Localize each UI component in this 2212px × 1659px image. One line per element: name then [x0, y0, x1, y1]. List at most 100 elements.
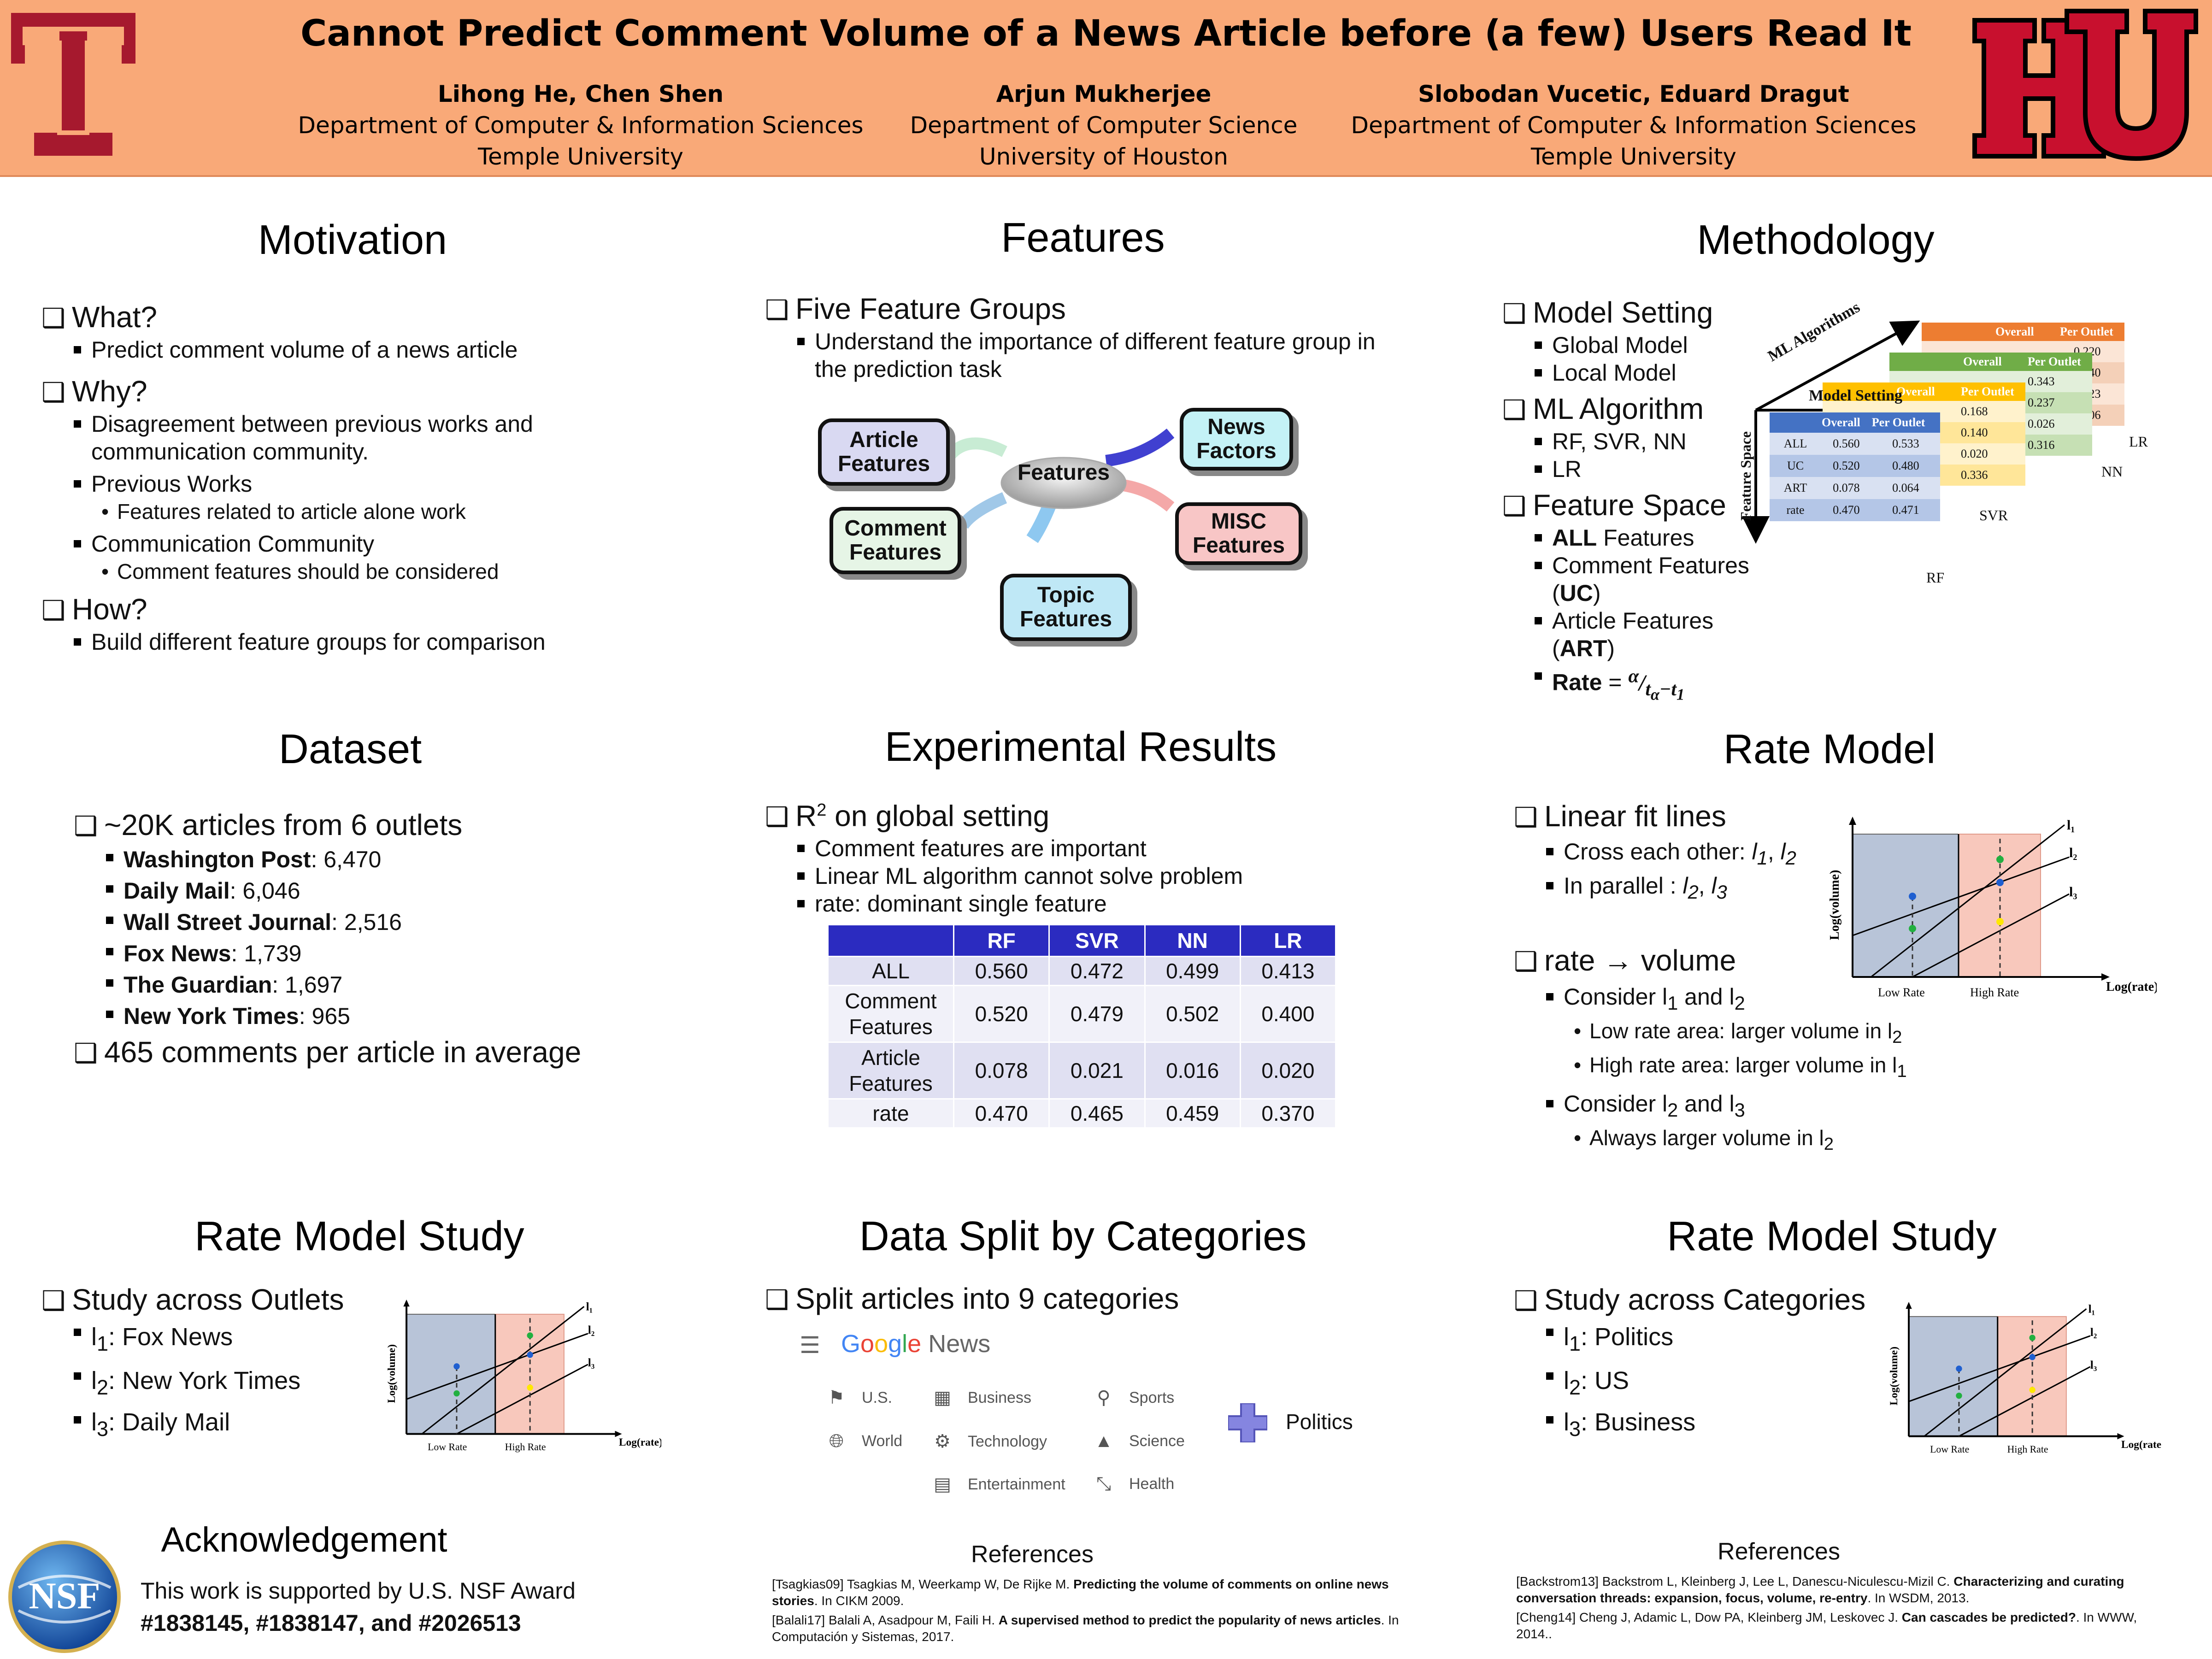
google-news-logo: Google News	[841, 1330, 990, 1358]
ref-cheng: [Cheng14] Cheng J, Adamic L, Dow PA, Kle…	[1516, 1609, 2138, 1642]
outlet-name: Washington Post	[124, 847, 311, 872]
t: Characterizing and curating conversation…	[1516, 1574, 2124, 1605]
cube-layer-svr: Overall Per Outlet 0.168 0.140 0.020 0.33…	[1823, 382, 2025, 524]
article-features-box: Article Features	[818, 418, 950, 486]
g: e	[907, 1330, 922, 1358]
fs-uc-bold: UC	[1559, 580, 1593, 606]
x-axis-label: Log(rate)	[2106, 980, 2157, 994]
cube-cell: UC	[1787, 459, 1804, 472]
results-cell: 0.479	[1048, 985, 1146, 1043]
cube-cell: ART	[1783, 481, 1807, 494]
y-axis-label: Log(volume)	[1828, 870, 1842, 940]
author-names: Arjun Mukherjee	[996, 81, 1212, 107]
ml-item-2: LR	[1535, 455, 1779, 483]
motivation-title: Motivation	[258, 217, 447, 263]
point-l2-low	[1909, 893, 1916, 900]
y-arrow-icon	[1849, 817, 1856, 825]
point-l2-high	[2029, 1354, 2036, 1360]
results-cell: 0.459	[1144, 1098, 1241, 1129]
cube-cell: rate	[1786, 503, 1805, 517]
motivation-how: How?	[41, 592, 710, 628]
y-axis-label: Log(volume)	[1888, 1347, 1900, 1406]
outlet-count: : 965	[299, 1003, 350, 1029]
results-cell: 0.020	[1239, 1041, 1337, 1100]
cube-cell: 0.470	[1833, 503, 1860, 517]
results-b1: R2 on global setting	[765, 793, 1433, 835]
t: Low rate area: larger volume in l	[1589, 1019, 1893, 1043]
x-arrow-icon	[615, 1430, 622, 1437]
outlet-count: : 1,697	[272, 972, 343, 998]
poster-title: Cannot Predict Comment Volume of a News …	[300, 13, 1912, 54]
nsf-logo-icon: NSF	[8, 1541, 121, 1653]
point-l1-low	[453, 1390, 460, 1397]
fs-uc-text: Comment Features (	[1552, 553, 1749, 606]
news-word: News	[921, 1330, 991, 1358]
results-cell: 0.560	[953, 956, 1050, 986]
category-business: ▦ Business	[931, 1387, 1031, 1408]
dataset-body: ~20K articles from 6 outlets Washington …	[74, 807, 696, 1071]
arrow-comment-icon	[958, 492, 1007, 529]
results-cell: Comment Features	[827, 985, 954, 1043]
line-l1	[1924, 1308, 2087, 1437]
sub: 2	[1892, 1027, 1902, 1047]
point-l1-low	[1909, 925, 1916, 932]
t: : US	[1581, 1366, 1630, 1394]
t: [Tsagkias09] Tsagkias M, Weerkamp W, De …	[772, 1577, 1074, 1591]
cube-lr-label: LR	[2129, 433, 2148, 450]
results-body: R2 on global setting Comment features ar…	[765, 793, 1433, 918]
sub: 1	[1667, 992, 1678, 1014]
study-cats-l2: l2: US	[1546, 1362, 1883, 1406]
dataset-title: Dataset	[278, 726, 422, 772]
t: [Cheng14] Cheng J, Adamic L, Dow PA, Kle…	[1516, 1610, 1902, 1624]
low-rate-label: Low Rate	[1878, 986, 1925, 999]
sub: 1	[1569, 1331, 1581, 1355]
study-outlets-title: Rate Model Study	[194, 1213, 524, 1259]
point-l2-low	[453, 1363, 460, 1370]
ref-balali: [Balali17] Balali A, Asadpour M, Faili H…	[772, 1612, 1403, 1645]
point-l1-low	[1956, 1392, 1962, 1399]
rate-b1b-text: In parallel :	[1564, 873, 1683, 899]
results-b1c: rate: dominant single feature	[797, 890, 1433, 918]
results-title: Experimental Results	[884, 724, 1277, 770]
outlet-item: New York Times: 965	[106, 1000, 696, 1032]
t: Consider l	[1564, 1091, 1668, 1117]
model-setting: Model Setting	[1502, 295, 1779, 331]
rate-b2: rate → volume	[1514, 943, 1929, 979]
author-names: Lihong He, Chen Shen	[437, 81, 724, 107]
results-row: Article Features 0.078 0.021 0.016 0.020	[827, 1041, 1337, 1100]
t: [Balali17] Balali A, Asadpour M, Faili H…	[772, 1613, 999, 1627]
line-l1	[421, 1306, 585, 1435]
results-table-header: RF SVR NN LR	[827, 924, 1337, 957]
cube-svr-col-1: Overall	[1896, 385, 1935, 398]
cube-lr-col-1: Overall	[1995, 325, 2034, 338]
flag-icon: ⚑	[828, 1388, 845, 1408]
sub: 2	[1688, 881, 1699, 903]
results-col-header: LR	[1239, 924, 1337, 957]
motivation-why: Why?	[41, 374, 710, 410]
cube-cell: 0.471	[1892, 503, 1919, 517]
results-col-header	[827, 924, 954, 957]
data-split-body: Split articles into 9 categories	[765, 1281, 1364, 1318]
low-rate-label: Low Rate	[1930, 1444, 1969, 1455]
feature-arrows	[944, 428, 1175, 543]
results-cell: 0.470	[953, 1098, 1050, 1129]
comment-features-box: Comment Features	[830, 507, 961, 574]
cube-rf-col-1: Overall	[1822, 416, 1860, 429]
model-axis-label: Model Setting	[1809, 387, 1903, 404]
data-split-b1: Split articles into 9 categories	[765, 1281, 1364, 1318]
high-rate-label: High Rate	[505, 1441, 546, 1453]
cube-rf-col-2: Per Outlet	[1871, 416, 1925, 429]
l1-label: l₁	[2088, 1303, 2095, 1316]
x-arrow-icon	[2117, 1433, 2124, 1440]
fs-item-rate: Rate = α/tα−t1	[1535, 662, 1779, 708]
l2-label: l₂	[2090, 1326, 2097, 1339]
study-outlets-l3: l3: Daily Mail	[74, 1406, 364, 1445]
t: : New York Times	[108, 1366, 301, 1394]
cube-svr-header: Overall Per Outlet	[1823, 382, 2025, 401]
rate-model-body: Linear fit lines Cross each other: l1, l…	[1514, 799, 1929, 1159]
features-diagram: Features Article Features Comment Featur…	[811, 406, 1309, 645]
building-icon: ▦	[934, 1388, 951, 1408]
features-body: Five Feature Groups Understand the impor…	[765, 291, 1433, 383]
t: Predicting the volume of comments on onl…	[772, 1577, 1389, 1608]
l3-label: l₃	[2069, 884, 2077, 900]
